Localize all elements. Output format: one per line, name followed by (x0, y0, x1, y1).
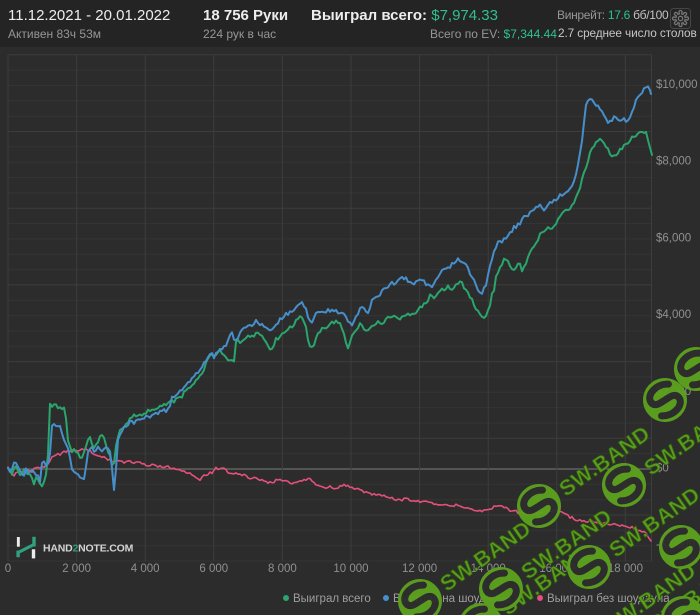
svg-text:6 000: 6 000 (199, 563, 228, 575)
svg-text:Выиграл всего: Выиграл всего (293, 593, 371, 605)
svg-text:10 000: 10 000 (333, 563, 368, 575)
svg-text:$4,000: $4,000 (656, 309, 691, 321)
svg-text:12 000: 12 000 (402, 563, 437, 575)
svg-text:18 000: 18 000 (608, 563, 643, 575)
svg-text:0: 0 (5, 563, 11, 575)
svg-text:4 000: 4 000 (131, 563, 160, 575)
svg-text:$6,000: $6,000 (656, 232, 691, 244)
svg-text:$10,000: $10,000 (656, 79, 698, 91)
svg-text:8 000: 8 000 (268, 563, 297, 575)
svg-text:HAND2NOTE.COM: HAND2NOTE.COM (43, 543, 134, 555)
svg-text:$8,000: $8,000 (656, 156, 691, 168)
svg-text:Выиграл без шоудауна: Выиграл без шоудауна (547, 593, 670, 605)
svg-text:16 000: 16 000 (539, 563, 574, 575)
svg-text:$0: $0 (656, 463, 669, 475)
svg-text:2 000: 2 000 (62, 563, 91, 575)
